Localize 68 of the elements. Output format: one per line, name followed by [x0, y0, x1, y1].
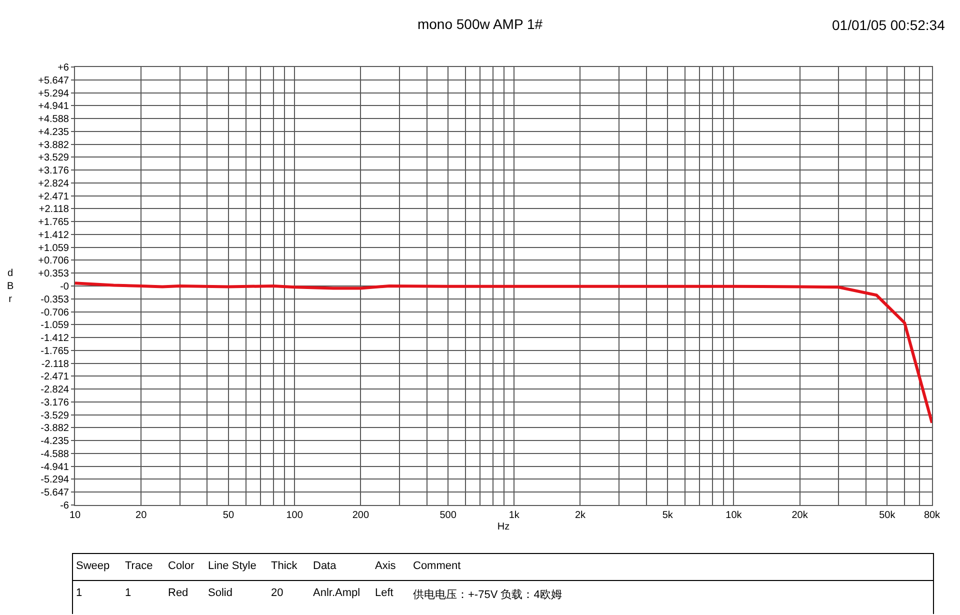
y-tick-label: -3.882	[40, 423, 70, 434]
text: Line Style	[208, 560, 256, 572]
y-tick-label: -1.412	[40, 333, 70, 344]
x-axis-title: Hz	[497, 522, 510, 532]
x-tick-label: 5k	[662, 510, 674, 521]
text: Comment	[413, 560, 461, 572]
x-tick-label: 80k	[924, 510, 942, 521]
x-tick-label: 500	[440, 510, 457, 521]
y-tick-label: -0.706	[40, 307, 70, 318]
y-tick-label: +3.882	[38, 140, 70, 151]
x-tick-label: 1k	[508, 510, 520, 521]
x-tick-label: 50k	[879, 510, 896, 521]
x-tick-label: 10	[69, 510, 81, 521]
x-tick-label: 50	[222, 510, 234, 521]
y-tick-label: -5.647	[40, 488, 70, 499]
y-tick-label: -5.294	[40, 474, 70, 486]
y-tick-label: +0.353	[38, 268, 70, 280]
x-tick-label: 200	[352, 510, 370, 521]
y-tick-label: +2.471	[38, 191, 70, 202]
y-tick-label: +3.176	[38, 166, 70, 177]
y-tick-label: +4.235	[38, 126, 70, 138]
text: 01/01/05 00:52:34	[832, 17, 946, 33]
text: 1	[76, 587, 82, 599]
y-tick-label: -4.235	[40, 436, 70, 448]
text: Thick	[271, 560, 298, 572]
text: Trace	[125, 560, 153, 572]
y-tick-label: -2.471	[40, 372, 70, 383]
y-tick-label: -2.118	[41, 358, 70, 370]
y-tick-label: +1.412	[38, 230, 70, 241]
y-axis-title: dBr	[7, 268, 14, 305]
y-tick-label: +6	[58, 62, 70, 74]
text: 20	[271, 587, 284, 599]
text: Left	[375, 587, 394, 599]
text: Sweep	[76, 560, 110, 572]
y-tick-label: +0.706	[38, 256, 70, 267]
y-tick-label: +1.765	[38, 217, 70, 228]
text: Axis	[375, 560, 396, 572]
y-tick-label: +5.294	[38, 88, 70, 100]
y-tick-label: -3.176	[40, 397, 70, 408]
x-tick-label: 10k	[726, 510, 743, 521]
text: 供电电压：+-75V 负载：4欧姆	[413, 588, 562, 602]
y-tick-label: +4.588	[38, 114, 70, 126]
text: Data	[313, 560, 336, 572]
y-tick-label: +2.824	[38, 178, 70, 190]
y-tick-label: -1.059	[40, 320, 70, 332]
text: 1	[125, 587, 132, 599]
x-tick-label: 100	[286, 510, 304, 521]
text: Solid	[208, 587, 232, 599]
x-tick-label: 20k	[792, 510, 809, 521]
y-tick-label: +5.647	[38, 75, 70, 86]
chart-title: mono 500w AMP 1#	[417, 16, 543, 32]
y-tick-label: +1.059	[38, 242, 70, 254]
text: Red	[168, 587, 188, 599]
y-tick-label: -6	[60, 500, 70, 512]
y-tick-label: -1.765	[40, 346, 70, 357]
y-tick-label: +3.529	[38, 152, 70, 164]
text: Anlr.Ampl	[313, 587, 360, 599]
y-tick-label: -2.824	[40, 384, 70, 396]
text: Color	[168, 560, 194, 572]
x-tick-label: 20	[136, 510, 148, 521]
y-tick-label: -0	[60, 282, 70, 292]
y-tick-label: +2.118	[38, 204, 70, 216]
y-tick-label: -4.588	[40, 448, 70, 460]
y-tick-label: +4.941	[38, 101, 70, 112]
y-tick-label: -3.529	[40, 410, 70, 422]
y-tick-label: -0.353	[40, 294, 70, 306]
y-tick-label: -4.941	[40, 462, 70, 473]
x-tick-label: 2k	[574, 510, 587, 521]
